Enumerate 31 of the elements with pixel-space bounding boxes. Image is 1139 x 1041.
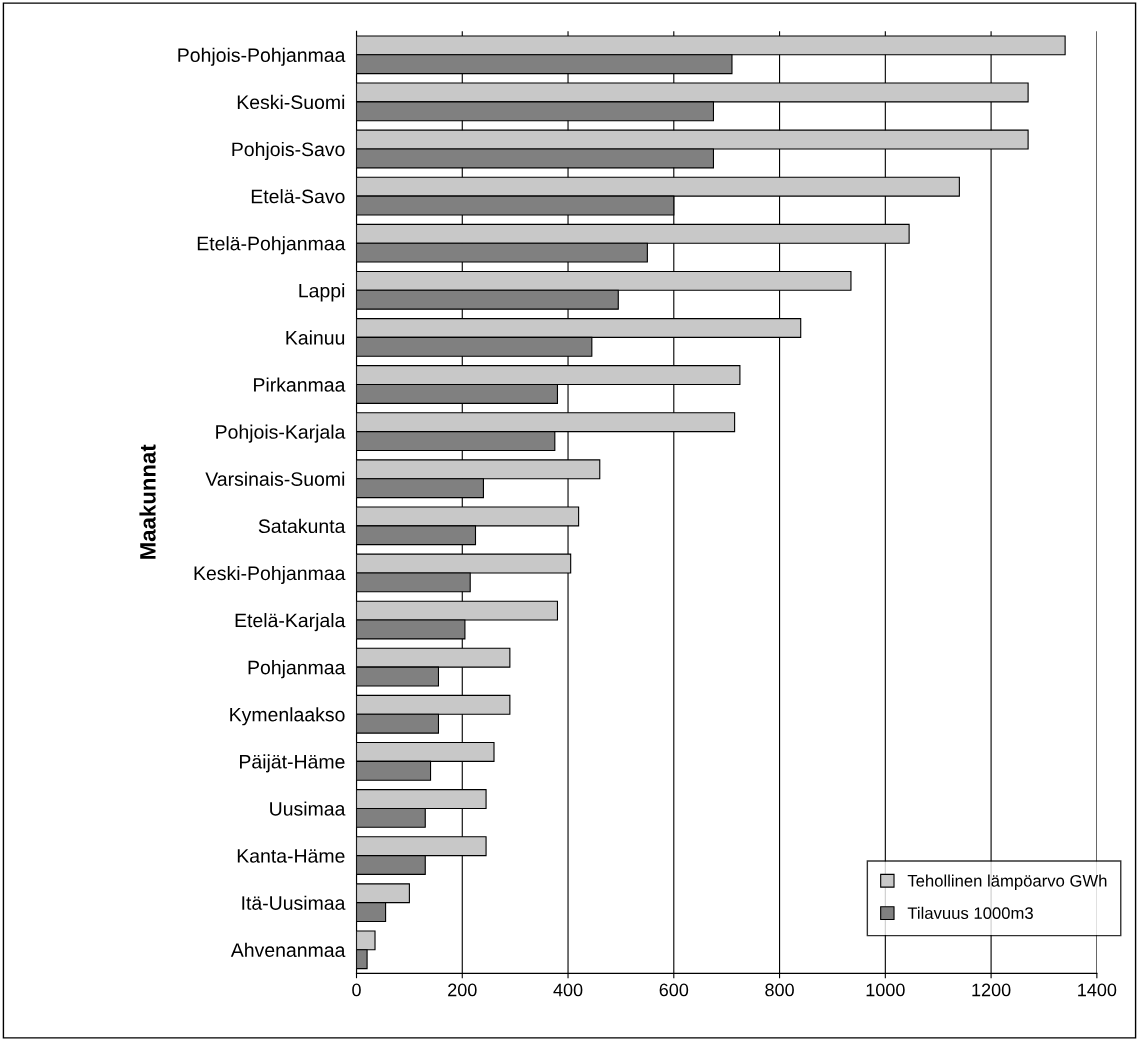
y-tick-label: Keski-Pohjanmaa [194,565,346,585]
y-tick-label: Lappi [299,283,345,302]
y-tick-label: Pirkanmaa [254,377,346,392]
x-tick-label: 400 [553,983,583,997]
y-tick-label: Kymenlaakso [230,707,345,726]
y-tick-label: Pohjois-Karjala [216,424,346,443]
y-tick-label: Ahvenanmaa [230,942,346,958]
y-tick-label: Kainuu [286,330,345,345]
y-tick-label: Satakunta [258,518,346,534]
y-tick-label: Uusimaa [270,801,346,816]
x-tick-label: 200 [448,983,477,997]
y-tick-label: Päijät-Häme [240,754,345,773]
y-tick-label: Kanta-Häme [237,849,345,863]
y-tick-label: Pohjanmaa [248,660,346,679]
y-tick-label: Keski-Suomi [237,94,345,110]
x-tick-label: 800 [765,983,794,997]
y-tick-label: Etelä-Savo [251,189,345,204]
legend-label: Tehollinen lämpöarvo GWh [907,874,1107,891]
y-axis-title: Maakunnat [139,444,156,559]
y-tick-label: Etelä-Karjala [235,613,346,632]
x-tick-label: 600 [659,983,689,997]
y-tick-label: Pohjois-Pohjanmaa [178,47,346,66]
x-tick-label: 1000 [866,983,905,997]
legend-label: Tilavuus 1000m3 [907,906,1033,920]
x-tick-label: 0 [352,983,361,997]
y-tick-label: Itä-Uusimaa [242,895,346,910]
y-tick-label: Varsinais-Suomi [205,471,345,486]
x-tick-label: 1400 [1078,983,1117,997]
x-tick-label: 1200 [972,983,1011,997]
y-tick-label: Etelä-Pohjanmaa [197,236,346,255]
y-tick-label: Pohjois-Savo [232,141,345,161]
